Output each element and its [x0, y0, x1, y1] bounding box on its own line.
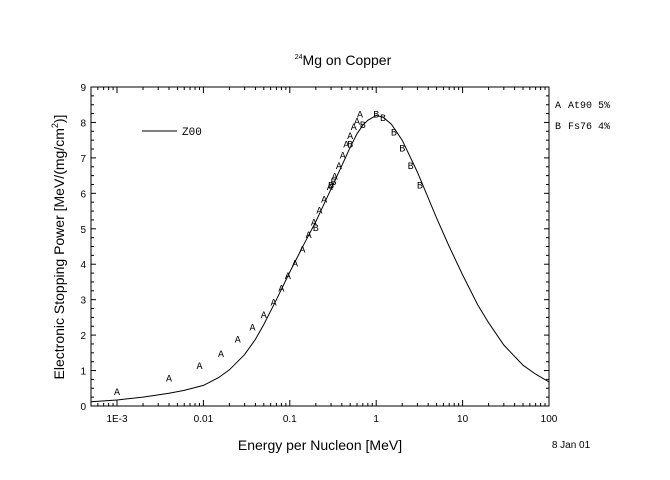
y-tick-label: 6 [80, 189, 86, 200]
legend-line-label: Z00 [182, 127, 202, 139]
data-point-a: A [249, 323, 255, 334]
data-point-b: B [417, 181, 423, 192]
legend-marker-a-text: At90 5% [568, 101, 610, 112]
data-point-a: A [343, 141, 349, 152]
x-tick-label: 0.1 [283, 414, 297, 425]
title-isotope-prefix: 24 [295, 54, 303, 61]
data-point-a: A [347, 132, 353, 143]
data-point-a: A [114, 388, 120, 399]
legend-marker-a: A [555, 101, 561, 112]
data-point-a: A [299, 245, 305, 256]
data-point-a: A [218, 350, 224, 361]
y-axis-label-end: )] [51, 115, 67, 124]
y-axis-label-superscript: 2 [50, 123, 60, 128]
y-tick-label: 3 [80, 296, 86, 307]
x-axis-label: Energy per Nucleon [MeV] [238, 437, 402, 453]
data-point-a: A [278, 284, 284, 295]
y-tick-label: 1 [80, 367, 86, 378]
data-point-a: A [336, 162, 342, 173]
data-point-a: A [235, 336, 241, 347]
y-tick-label: 4 [80, 260, 86, 271]
y-axis-label-main: Electronic Stopping Power [MeV/(mg/cm [51, 128, 67, 379]
x-axis-ticks: 1E-3 0.01 0.1 1 10 100 [90, 87, 558, 425]
data-point-a: A [332, 173, 338, 184]
legend-marker-b: B [555, 122, 561, 133]
data-point-b: B [373, 111, 379, 122]
data-point-b: B [347, 141, 353, 152]
legend-marker-b-text: Fs76 4% [568, 122, 610, 133]
x-tick-label: 10 [457, 414, 469, 425]
data-point-b: B [313, 224, 319, 235]
y-tick-label: 8 [80, 118, 86, 129]
data-point-b: B [391, 128, 397, 139]
data-point-a: A [271, 298, 277, 309]
data-point-b: B [408, 162, 414, 173]
y-axis-label: Electronic Stopping Power [MeV/(mg/cm2)] [50, 115, 67, 380]
data-point-a: A [311, 219, 317, 230]
chart-title: 24Mg on Copper [295, 52, 392, 68]
y-tick-label: 2 [80, 331, 86, 342]
y-tick-label: 5 [80, 225, 86, 236]
date-stamp: 8 Jan 01 [552, 440, 591, 451]
x-tick-label: 100 [541, 414, 558, 425]
data-point-a: A [285, 272, 291, 283]
series-line-z00 [90, 114, 550, 403]
title-text: Mg on Copper [303, 52, 392, 68]
data-point-b: B [328, 181, 334, 192]
data-point-b: B [360, 121, 366, 132]
data-point-a: A [357, 111, 363, 122]
y-tick-label: 7 [80, 154, 86, 165]
data-point-a: A [327, 183, 333, 194]
x-tick-label: 1E-3 [106, 414, 128, 425]
data-point-a: A [354, 118, 360, 129]
data-point-a: A [292, 259, 298, 270]
data-point-b: B [330, 178, 336, 189]
data-point-b: B [380, 114, 386, 125]
data-point-a: A [316, 206, 322, 217]
data-point-b: B [399, 144, 405, 155]
y-tick-label: 9 [80, 83, 86, 94]
plot-frame [90, 86, 550, 407]
data-point-a: A [340, 151, 346, 162]
data-point-a: A [166, 375, 172, 386]
x-tick-label: 0.01 [194, 414, 214, 425]
data-point-a: A [196, 362, 202, 373]
data-point-a: A [321, 196, 327, 207]
data-point-a: A [306, 231, 312, 242]
x-tick-label: 1 [373, 414, 379, 425]
data-point-a: A [261, 311, 267, 322]
marker-legend: A At90 5% B Fs76 4% [555, 101, 610, 133]
data-point-a: A [351, 123, 357, 134]
y-tick-label: 0 [80, 402, 86, 413]
y-axis-ticks: 0 1 2 3 4 5 6 7 8 9 [80, 83, 549, 413]
